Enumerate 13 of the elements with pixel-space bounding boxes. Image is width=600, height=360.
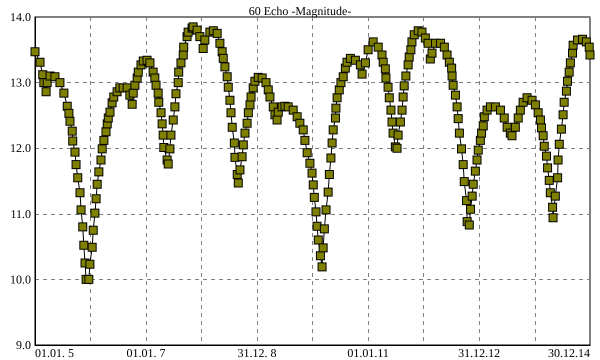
x-tick-label: 30.12.14 [548, 346, 590, 360]
y-tick-label: 12.0 [10, 141, 31, 156]
y-tick-label: 9.0 [16, 338, 31, 352]
y-tick-label: 13.0 [10, 76, 31, 90]
chart-title: 60 Echo -Magnitude- [248, 4, 352, 18]
y-tick-label: 10.0 [10, 272, 31, 286]
x-tick-label: 01.01. 5 [35, 346, 74, 360]
x-tick-label: 31.12.12 [458, 346, 500, 360]
y-tick-label: 11.0 [10, 206, 31, 221]
x-tick-label: 01.01. 7 [126, 346, 166, 360]
x-tick-label: 01.01.11 [347, 346, 389, 360]
y-tick-label: 14.0 [10, 10, 31, 24]
x-tick-label: 31.12. 8 [238, 346, 276, 360]
